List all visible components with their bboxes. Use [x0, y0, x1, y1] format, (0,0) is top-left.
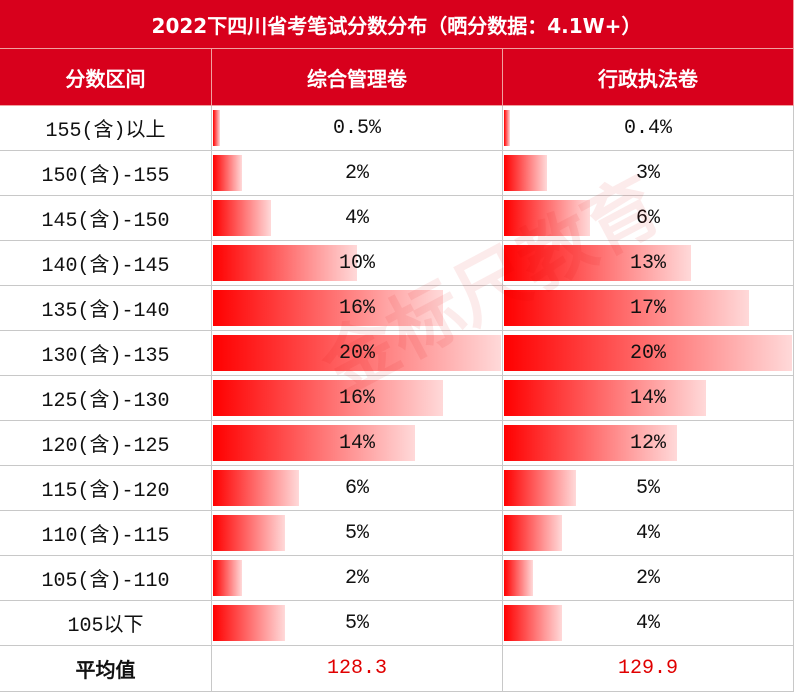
range-cell: 155(含)以上 — [0, 106, 212, 151]
score-label: 16% — [338, 296, 375, 320]
score-cell: 5% — [503, 466, 794, 511]
score-label: 4% — [635, 611, 660, 635]
data-bar — [504, 110, 510, 146]
range-cell: 125(含)-130 — [0, 376, 212, 421]
data-bar — [213, 200, 271, 236]
score-label: 4% — [635, 521, 660, 545]
score-label: 5% — [635, 476, 660, 500]
score-label: 5% — [344, 521, 369, 545]
range-cell: 110(含)-115 — [0, 511, 212, 556]
data-bar — [504, 200, 591, 236]
score-cell: 2% — [212, 556, 503, 601]
score-label: 13% — [629, 251, 666, 275]
range-cell: 130(含)-135 — [0, 331, 212, 376]
score-cell: 2% — [212, 151, 503, 196]
average-value: 129.9 — [503, 646, 794, 692]
score-label: 10% — [338, 251, 375, 275]
range-cell: 135(含)-140 — [0, 286, 212, 331]
range-cell: 145(含)-150 — [0, 196, 212, 241]
score-label: 4% — [344, 206, 369, 230]
score-cell: 20% — [503, 331, 794, 376]
data-bar — [213, 155, 242, 191]
score-cell: 5% — [212, 511, 503, 556]
score-label: 6% — [635, 206, 660, 230]
score-cell: 12% — [503, 421, 794, 466]
score-label: 5% — [344, 611, 369, 635]
data-bar — [213, 560, 242, 596]
score-label: 2% — [635, 566, 660, 590]
score-label: 20% — [629, 341, 666, 365]
score-cell: 2% — [503, 556, 794, 601]
data-bar — [213, 290, 444, 326]
header-cell: 分数区间 — [0, 49, 212, 106]
average-label: 平均值 — [0, 646, 212, 692]
score-label: 2% — [344, 161, 369, 185]
score-label: 0.4% — [623, 116, 672, 140]
data-bar — [504, 605, 562, 641]
header-cell: 行政执法卷 — [503, 49, 794, 106]
score-cell: 5% — [212, 601, 503, 646]
score-cell: 0.5% — [212, 106, 503, 151]
score-label: 17% — [629, 296, 666, 320]
range-cell: 120(含)-125 — [0, 421, 212, 466]
score-cell: 14% — [503, 376, 794, 421]
data-bar — [213, 470, 300, 506]
data-bar — [504, 380, 706, 416]
data-bar — [213, 245, 357, 281]
score-label: 20% — [338, 341, 375, 365]
data-bar — [213, 110, 221, 146]
data-bar — [504, 245, 692, 281]
score-label: 12% — [629, 431, 666, 455]
range-cell: 115(含)-120 — [0, 466, 212, 511]
score-cell: 17% — [503, 286, 794, 331]
score-cell: 4% — [212, 196, 503, 241]
range-cell: 105(含)-110 — [0, 556, 212, 601]
range-cell: 140(含)-145 — [0, 241, 212, 286]
average-value: 128.3 — [212, 646, 503, 692]
data-bar — [504, 470, 576, 506]
data-bar — [213, 515, 285, 551]
data-bar — [213, 380, 444, 416]
score-cell: 3% — [503, 151, 794, 196]
score-cell: 4% — [503, 601, 794, 646]
score-label: 6% — [344, 476, 369, 500]
score-label: 2% — [344, 566, 369, 590]
score-cell: 13% — [503, 241, 794, 286]
data-bar — [213, 605, 285, 641]
range-cell: 105以下 — [0, 601, 212, 646]
score-label: 14% — [338, 431, 375, 455]
score-label: 0.5% — [332, 116, 381, 140]
data-bar — [504, 335, 792, 371]
range-cell: 150(含)-155 — [0, 151, 212, 196]
score-cell: 10% — [212, 241, 503, 286]
score-cell: 14% — [212, 421, 503, 466]
score-cell: 6% — [212, 466, 503, 511]
score-cell: 0.4% — [503, 106, 794, 151]
data-bar — [504, 425, 677, 461]
score-cell: 16% — [212, 286, 503, 331]
data-bar — [504, 560, 533, 596]
data-bar — [213, 425, 415, 461]
header-cell: 综合管理卷 — [212, 49, 503, 106]
score-label: 3% — [635, 161, 660, 185]
data-bar — [504, 290, 749, 326]
score-label: 14% — [629, 386, 666, 410]
score-cell: 16% — [212, 376, 503, 421]
title: 2022下四川省考笔试分数分布（晒分数据：4.1W+） — [0, 0, 794, 49]
score-label: 16% — [338, 386, 375, 410]
data-bar — [504, 155, 548, 191]
score-cell: 4% — [503, 511, 794, 556]
data-bar — [213, 335, 501, 371]
score-cell: 20% — [212, 331, 503, 376]
score-cell: 6% — [503, 196, 794, 241]
data-bar — [504, 515, 562, 551]
